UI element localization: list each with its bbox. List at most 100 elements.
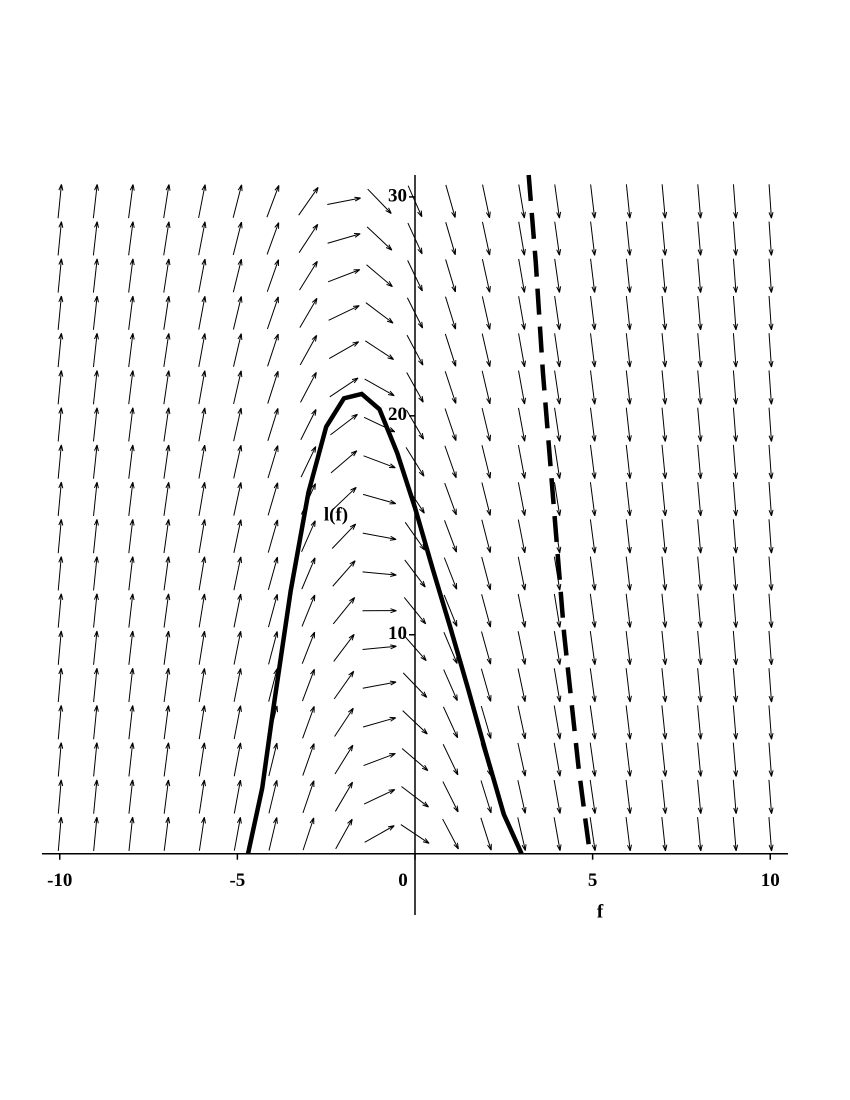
field-arrow bbox=[768, 258, 774, 293]
field-arrow bbox=[661, 482, 668, 517]
field-arrow bbox=[445, 222, 457, 256]
field-arrow bbox=[363, 455, 396, 469]
field-arrow bbox=[300, 371, 317, 403]
field-arrow bbox=[553, 593, 562, 628]
field-arrow bbox=[301, 594, 316, 627]
field-arrow bbox=[198, 295, 207, 330]
field-arrow bbox=[625, 370, 632, 405]
field-arrow bbox=[367, 188, 392, 214]
field-arrow bbox=[163, 742, 171, 777]
field-arrow bbox=[363, 753, 396, 767]
field-arrow bbox=[163, 295, 171, 330]
field-arrow bbox=[362, 571, 397, 577]
field-arrow bbox=[362, 716, 397, 728]
field-arrow bbox=[92, 370, 99, 405]
field-arrow bbox=[625, 705, 632, 740]
field-arrow bbox=[480, 817, 492, 851]
field-arrow bbox=[517, 407, 527, 442]
field-arrow bbox=[589, 519, 597, 554]
field-arrow bbox=[198, 668, 207, 702]
field-arrow bbox=[93, 816, 99, 851]
field-arrow bbox=[481, 258, 491, 293]
y-tick-label: 20 bbox=[388, 404, 407, 425]
field-arrow bbox=[57, 444, 64, 479]
field-arrow bbox=[589, 668, 597, 703]
field-arrow bbox=[266, 296, 279, 330]
field-arrow bbox=[661, 705, 668, 740]
field-arrow bbox=[198, 221, 207, 256]
x-tick-label: -5 bbox=[229, 870, 245, 891]
field-arrow bbox=[128, 407, 135, 442]
field-arrow bbox=[57, 779, 64, 814]
field-arrow bbox=[268, 779, 278, 814]
field-arrow bbox=[298, 186, 319, 216]
x-tick-label: 10 bbox=[761, 870, 780, 891]
direction-field bbox=[57, 184, 774, 852]
field-arrow bbox=[768, 444, 774, 479]
field-arrow bbox=[625, 482, 632, 517]
field-arrow bbox=[661, 221, 668, 256]
field-arrow bbox=[768, 705, 774, 740]
field-arrow bbox=[697, 258, 703, 293]
field-arrow bbox=[661, 742, 668, 777]
field-arrow bbox=[128, 593, 135, 628]
field-arrow bbox=[444, 371, 457, 404]
field-arrow bbox=[553, 668, 562, 703]
field-arrow bbox=[93, 481, 99, 516]
field-arrow bbox=[625, 295, 632, 331]
field-arrow bbox=[768, 519, 774, 554]
field-arrow bbox=[661, 258, 668, 293]
field-arrow bbox=[267, 333, 279, 367]
field-arrow bbox=[517, 631, 527, 665]
field-arrow bbox=[444, 520, 458, 553]
field-arrow bbox=[443, 557, 458, 590]
field-arrow bbox=[93, 444, 99, 479]
field-arrow bbox=[625, 779, 632, 814]
field-arrow bbox=[517, 556, 527, 591]
field-arrow bbox=[93, 779, 99, 814]
field-arrow bbox=[480, 780, 492, 814]
field-arrow bbox=[481, 594, 492, 628]
field-arrow bbox=[732, 184, 739, 219]
field-arrow bbox=[482, 184, 491, 219]
field-arrow bbox=[198, 482, 207, 516]
field-arrow bbox=[57, 481, 64, 516]
field-arrow bbox=[517, 668, 527, 703]
field-arrow bbox=[128, 295, 135, 330]
field-arrow bbox=[266, 259, 280, 292]
field-arrow bbox=[442, 706, 459, 739]
field-arrow bbox=[163, 444, 171, 479]
field-arrow bbox=[267, 408, 279, 441]
field-arrow bbox=[518, 370, 527, 405]
field-arrow bbox=[661, 668, 668, 703]
field-arrow bbox=[233, 444, 243, 479]
field-arrow bbox=[625, 184, 632, 219]
field-arrow bbox=[93, 705, 99, 740]
field-arrow bbox=[589, 705, 597, 740]
field-arrow bbox=[233, 817, 242, 851]
field-arrow bbox=[661, 519, 668, 554]
field-arrow bbox=[198, 184, 207, 219]
field-arrow bbox=[128, 668, 135, 703]
field-arrow bbox=[554, 258, 562, 293]
field-arrow bbox=[625, 333, 632, 368]
field-arrow bbox=[57, 816, 64, 851]
field-arrow bbox=[590, 258, 597, 293]
field-arrow bbox=[335, 818, 353, 850]
field-arrow bbox=[163, 258, 171, 293]
field-arrow bbox=[444, 445, 457, 479]
field-arrow bbox=[198, 816, 206, 851]
field-arrow bbox=[590, 295, 597, 331]
field-arrow bbox=[625, 742, 632, 777]
field-arrow bbox=[128, 816, 135, 851]
field-arrow bbox=[518, 333, 526, 368]
field-arrow bbox=[301, 520, 316, 553]
field-arrow bbox=[302, 743, 315, 776]
field-arrow bbox=[554, 370, 562, 405]
field-arrow bbox=[517, 519, 527, 554]
field-arrow bbox=[661, 333, 668, 368]
field-arrow bbox=[445, 259, 457, 293]
field-arrow bbox=[768, 370, 774, 405]
field-arrow bbox=[233, 482, 243, 516]
field-arrow bbox=[128, 333, 135, 368]
